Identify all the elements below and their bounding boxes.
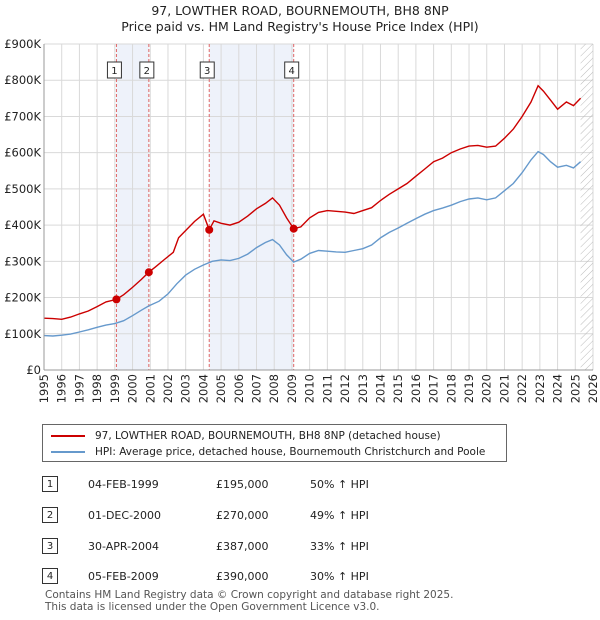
x-tick-label: 1999 — [108, 374, 122, 403]
y-tick-label: £600K — [4, 146, 41, 160]
x-tick-label: 2007 — [250, 374, 264, 403]
y-tick-label: £900K — [4, 37, 41, 51]
footer-licence: This data is licensed under the Open Gov… — [45, 601, 380, 613]
x-tick-label: 2011 — [320, 374, 334, 403]
sale-date: 30-APR-2004 — [88, 540, 160, 553]
sale-label-box — [284, 61, 300, 79]
x-tick-label: 2010 — [303, 374, 317, 403]
legend-swatch-property — [51, 435, 85, 437]
sale-price: £270,000 — [216, 509, 269, 522]
sale-label-text: 2 — [144, 66, 150, 77]
sale-label-text: 3 — [204, 66, 210, 77]
sale-point — [144, 268, 153, 277]
y-tick-label: £0 — [26, 363, 41, 377]
chart-title: 97, LOWTHER ROAD, BOURNEMOUTH, BH8 8NP — [151, 3, 449, 18]
sale-label-text: 4 — [289, 66, 295, 77]
sale-point — [112, 295, 121, 304]
sale-label-box — [106, 61, 122, 79]
sale-date: 04-FEB-1999 — [88, 478, 159, 491]
sale-number-badge: 2 — [42, 507, 58, 523]
legend-item-hpi: HPI: Average price, detached house, Bour… — [51, 444, 485, 460]
x-tick-label: 2001 — [143, 374, 157, 403]
sale-number-badge: 1 — [42, 476, 58, 492]
chart-legend: 97, LOWTHER ROAD, BOURNEMOUTH, BH8 8NP (… — [42, 424, 507, 462]
series-line-hpi — [43, 150, 582, 337]
sale-label-text: 1 — [111, 66, 117, 77]
x-tick-label: 2009 — [285, 374, 299, 403]
x-tick-label: 1995 — [37, 374, 51, 403]
x-tick-label: 2004 — [196, 374, 210, 403]
sale-hpi-change: 49% ↑ HPI — [310, 509, 369, 522]
x-tick-label: 2023 — [533, 374, 547, 403]
x-tick-label: 2017 — [427, 374, 441, 403]
sale-point — [205, 225, 214, 234]
y-tick-label: £800K — [4, 73, 41, 87]
x-tick-label: 2014 — [373, 374, 387, 403]
sale-row: 2 01-DEC-2000 £270,000 49% ↑ HPI — [42, 507, 442, 527]
x-tick-label: 2013 — [356, 374, 370, 403]
x-tick-label: 2003 — [179, 374, 193, 403]
x-tick-label: 2016 — [409, 374, 423, 403]
x-tick-label: 2005 — [214, 374, 228, 403]
x-tick-label: 1997 — [72, 374, 86, 403]
y-tick-label: £100K — [4, 327, 41, 341]
chart-subtitle: Price paid vs. HM Land Registry's House … — [121, 19, 479, 34]
x-tick-label: 1998 — [90, 374, 104, 403]
x-tick-label: 2020 — [480, 374, 494, 403]
legend-item-property: 97, LOWTHER ROAD, BOURNEMOUTH, BH8 8NP (… — [51, 428, 441, 444]
legend-label-property: 97, LOWTHER ROAD, BOURNEMOUTH, BH8 8NP (… — [95, 430, 441, 442]
sale-hpi-change: 30% ↑ HPI — [310, 570, 369, 583]
x-tick-label: 2012 — [338, 374, 352, 403]
ownership-shade — [209, 44, 294, 370]
x-tick-label: 2008 — [267, 374, 281, 403]
sale-row: 3 30-APR-2004 £387,000 33% ↑ HPI — [42, 538, 442, 558]
price-chart: 1 2 3 4 £0 £100K £200K £300K £400K £500K £600K £70… — [4, 37, 600, 403]
sale-hpi-change: 50% ↑ HPI — [310, 478, 369, 491]
y-tick-label: £400K — [4, 218, 41, 232]
x-tick-label: 2019 — [462, 374, 476, 403]
x-tick-label: 2026 — [586, 374, 600, 403]
sale-point — [289, 224, 298, 233]
series-line-property — [43, 84, 582, 321]
sale-label-box — [139, 61, 155, 79]
x-tick-label: 2021 — [497, 374, 511, 403]
x-tick-label: 2018 — [444, 374, 458, 403]
y-tick-label: £300K — [4, 254, 41, 268]
sale-date: 01-DEC-2000 — [88, 509, 162, 522]
legend-swatch-hpi — [51, 451, 85, 453]
sale-number-badge: 3 — [42, 538, 58, 554]
legend-label-hpi: HPI: Average price, detached house, Bour… — [95, 446, 486, 458]
y-tick-label: £700K — [4, 109, 41, 123]
sale-row: 1 04-FEB-1999 £195,000 50% ↑ HPI — [42, 476, 442, 496]
sale-price: £387,000 — [216, 540, 269, 553]
x-tick-label: 2006 — [232, 374, 246, 403]
sale-price: £195,000 — [216, 478, 269, 491]
sale-date: 05-FEB-2009 — [88, 570, 159, 583]
footer-copyright: Contains HM Land Registry data © Crown c… — [45, 589, 454, 601]
x-tick-label: 2024 — [551, 374, 565, 403]
x-tick-label: 2000 — [126, 374, 140, 403]
x-tick-label: 2002 — [161, 374, 175, 403]
sale-price: £390,000 — [216, 570, 269, 583]
y-tick-label: £500K — [4, 182, 41, 196]
x-tick-label: 2015 — [391, 374, 405, 403]
x-tick-label: 2022 — [515, 374, 529, 403]
x-tick-label: 1996 — [55, 374, 69, 403]
sale-number-badge: 4 — [42, 568, 58, 584]
y-tick-label: £200K — [4, 291, 41, 305]
sale-row: 4 05-FEB-2009 £390,000 30% ↑ HPI — [42, 568, 442, 588]
x-tick-label: 2025 — [568, 374, 582, 403]
sale-hpi-change: 33% ↑ HPI — [310, 540, 369, 553]
forecast-hatch — [580, 44, 593, 370]
sale-label-box — [199, 61, 215, 79]
